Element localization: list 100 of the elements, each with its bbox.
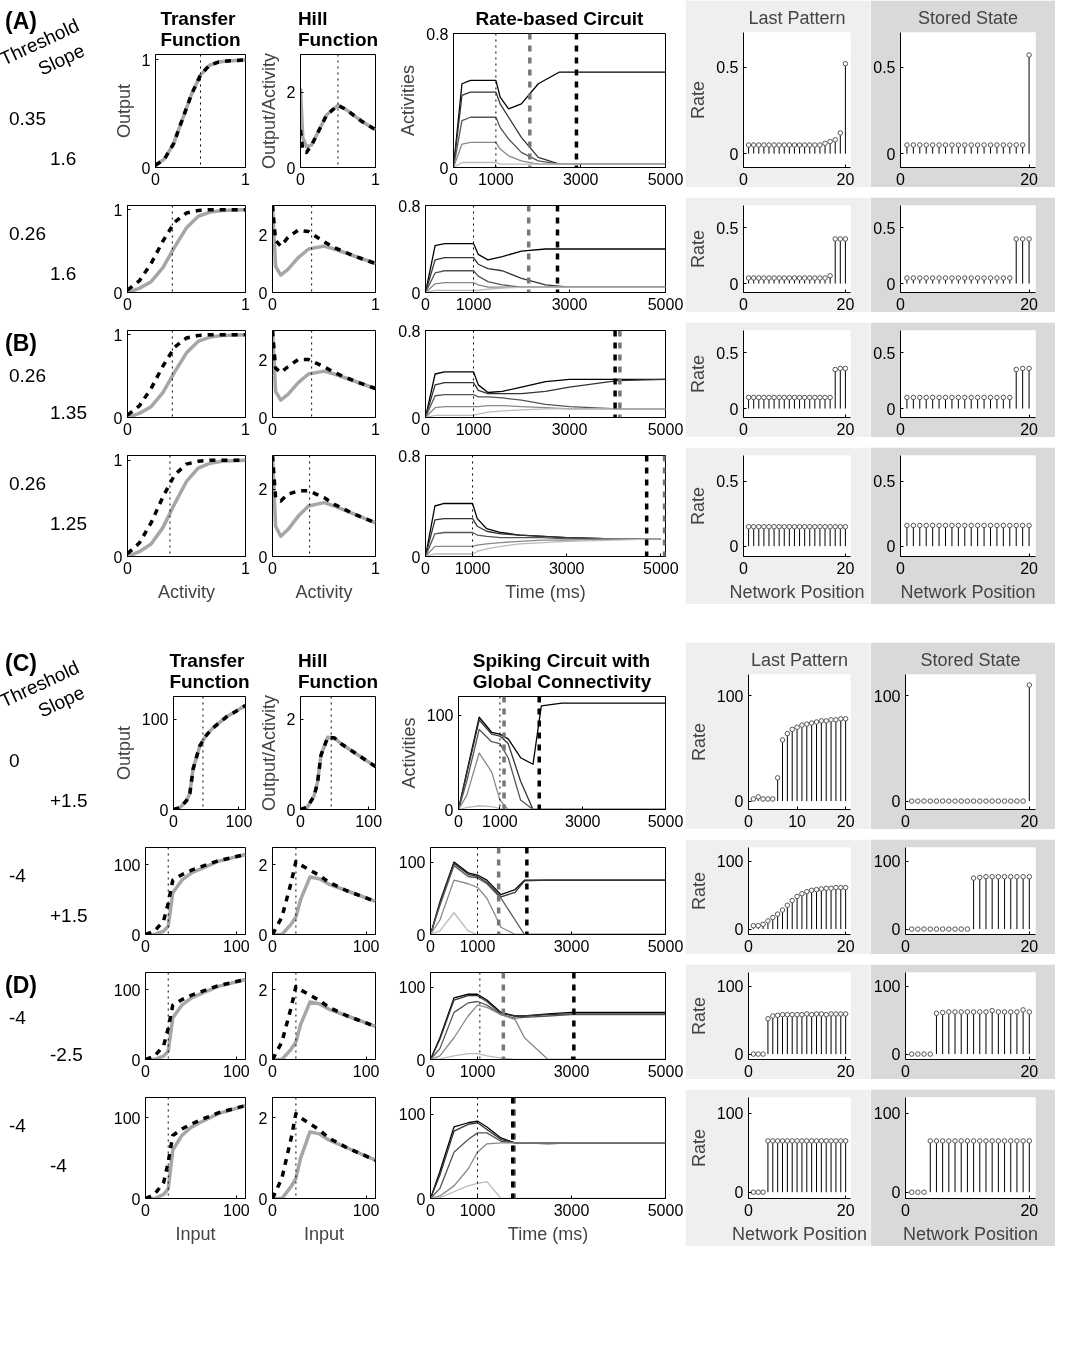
y-tick-label: 100 [716, 853, 744, 871]
x-tick-label: 1000 [459, 1062, 496, 1080]
y-tick-label: 100 [113, 856, 141, 874]
y-tick-label: 0 [439, 159, 449, 177]
chart-title: Spiking Circuit with Global Connectivity [472, 649, 652, 692]
y-tick-label: 2 [258, 1109, 268, 1127]
y-tick-label: 100 [873, 1105, 901, 1123]
text: 1.6 [50, 262, 77, 286]
y-tick-label: 0 [131, 926, 141, 944]
x-axis-title: Time (ms) [505, 581, 586, 602]
chart-title: Hill Function [297, 649, 379, 692]
y-tick-label: 0.8 [398, 197, 421, 215]
x-tick-label: 100 [355, 812, 383, 830]
x-tick-label: 5000 [647, 812, 684, 830]
x-tick-label: 5000 [647, 1062, 684, 1080]
y-tick-label: 0.5 [873, 473, 896, 491]
y-tick-label: 0 [258, 926, 268, 944]
x-tick-label: 20 [1020, 170, 1039, 188]
chart-title: Stored State [920, 649, 1021, 670]
y-tick-label: 0 [113, 548, 123, 566]
x-tick-label: 1 [371, 295, 381, 313]
y-tick-label: 0 [411, 284, 421, 302]
y-tick-label: 0 [734, 793, 744, 811]
y-tick-label: 0 [734, 1184, 744, 1202]
chart-title: Last Pattern [750, 649, 849, 670]
x-axis-title: Network Position [900, 581, 1036, 602]
x-tick-label: 20 [1020, 295, 1039, 313]
chart-title: Transfer Function [169, 649, 250, 692]
chart-title: Last Pattern [748, 7, 846, 28]
y-tick-label: 0 [131, 1051, 141, 1069]
y-tick-label: 0 [258, 409, 268, 427]
x-tick-label: 1000 [482, 812, 518, 830]
x-tick-label: 5000 [647, 1201, 684, 1219]
x-axis-title: Activity [295, 581, 353, 602]
text: 1.25 [50, 512, 87, 536]
x-tick-label: 100 [352, 937, 380, 955]
y-tick-label: 100 [716, 1105, 744, 1123]
y-tick-label: 0 [286, 801, 296, 819]
y-tick-label: 0 [886, 400, 896, 418]
y-tick-label: 2 [258, 226, 268, 244]
chart-title: Stored State [917, 7, 1019, 28]
x-tick-label: 100 [225, 812, 253, 830]
x-tick-label: 1000 [459, 1201, 496, 1219]
y-axis-title: Activities [398, 64, 419, 137]
y-tick-label: 0.5 [873, 59, 896, 77]
x-tick-label: 3000 [548, 559, 585, 577]
y-tick-label: 100 [113, 981, 141, 999]
x-tick-label: 20 [1020, 1062, 1039, 1080]
x-tick-label: 5000 [647, 295, 684, 313]
x-tick-label: 3000 [553, 1062, 590, 1080]
y-tick-label: 0 [113, 284, 123, 302]
text: +1.5 [50, 789, 88, 813]
text: 1.6 [50, 147, 77, 171]
x-tick-label: 3000 [551, 295, 588, 313]
x-tick-label: 3000 [553, 1201, 590, 1219]
y-tick-label: 0 [416, 1190, 426, 1208]
y-axis-title: Rate [688, 1128, 709, 1168]
x-axis-title: Input [303, 1223, 345, 1244]
text: (D) [5, 971, 37, 1000]
y-tick-label: 2 [286, 84, 296, 102]
y-tick-label: 0 [113, 409, 123, 427]
y-axis-title: Rate [688, 486, 709, 526]
y-tick-label: 2 [286, 711, 296, 729]
x-tick-label: 20 [836, 937, 855, 955]
x-tick-label: 20 [836, 1062, 855, 1080]
y-axis-title: Rate [688, 871, 709, 911]
x-tick-label: 20 [1020, 812, 1039, 830]
y-tick-label: 100 [426, 707, 454, 725]
y-tick-label: 0 [734, 921, 744, 939]
x-axis-title: Time (ms) [507, 1223, 589, 1244]
x-axis-title: Network Position [902, 1223, 1039, 1244]
x-axis-title: Input [175, 1223, 216, 1244]
text: (B) [5, 329, 37, 358]
text: 0 [9, 749, 20, 773]
y-tick-label: 0 [416, 1051, 426, 1069]
x-tick-label: 1 [371, 420, 381, 438]
x-tick-label: 1 [241, 420, 251, 438]
x-tick-label: 1000 [454, 559, 491, 577]
x-axis-title: Network Position [731, 1223, 868, 1244]
y-tick-label: 100 [716, 978, 744, 996]
x-tick-label: 20 [836, 170, 855, 188]
x-tick-label: 3000 [551, 420, 588, 438]
y-tick-label: 0.5 [716, 344, 739, 362]
y-axis-title: Rate [688, 996, 709, 1036]
y-tick-label: 0.8 [398, 447, 421, 465]
x-tick-label: 100 [223, 1201, 250, 1219]
y-tick-label: 100 [113, 1109, 141, 1127]
x-tick-label: 20 [836, 420, 855, 438]
y-tick-label: 0 [258, 284, 268, 302]
x-tick-label: 1 [371, 170, 381, 188]
text: 0.26 [9, 364, 46, 388]
x-tick-label: 20 [836, 1201, 855, 1219]
x-tick-label: 1 [241, 170, 251, 188]
x-tick-label: 5000 [647, 420, 684, 438]
y-tick-label: 0.5 [716, 219, 739, 237]
y-tick-label: 0 [416, 926, 426, 944]
y-axis-title: Output [113, 725, 134, 781]
y-tick-label: 0 [729, 538, 739, 556]
y-tick-label: 0 [131, 1190, 141, 1208]
x-tick-label: 100 [352, 1062, 380, 1080]
